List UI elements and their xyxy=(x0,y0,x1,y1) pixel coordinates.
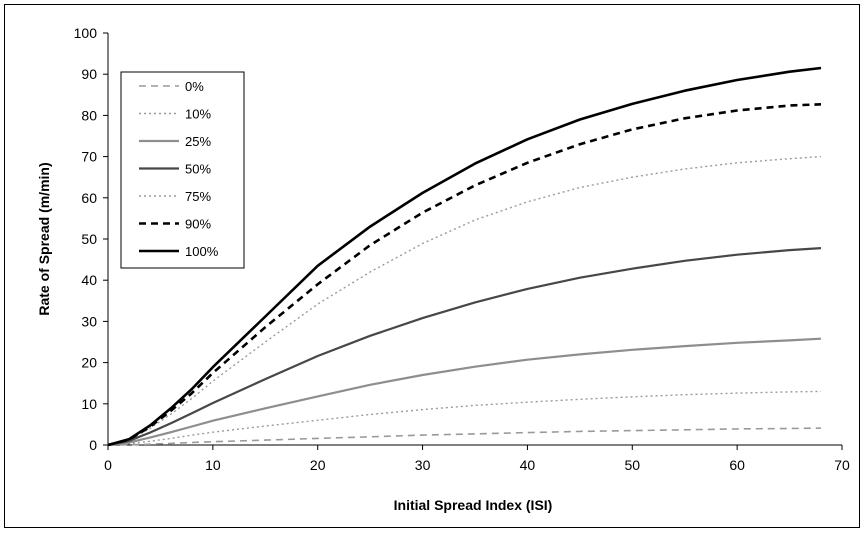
y-axis-title: Rate of Spread (m/min) xyxy=(36,162,52,315)
series-line-25pct xyxy=(107,337,822,447)
series-line-50pct xyxy=(107,247,822,447)
series-line-90pct xyxy=(107,103,822,447)
x-axis-title: Initial Spread Index (ISI) xyxy=(394,497,553,513)
y-tick-label: 30 xyxy=(81,313,97,329)
y-tick-label: 70 xyxy=(81,149,97,165)
y-tick-label: 50 xyxy=(81,231,97,247)
axes: 0 10 20 30 40 50 60 70 80 90 100 0 10 20 30 40 50 60 70 xyxy=(74,25,850,473)
legend-label: 25% xyxy=(185,134,211,149)
legend-label: 0% xyxy=(185,79,204,94)
x-tick-label: 10 xyxy=(205,457,221,473)
legend-label: 90% xyxy=(185,217,211,232)
x-tick-label: 70 xyxy=(834,457,850,473)
x-tick-label: 60 xyxy=(729,457,745,473)
y-tick-label: 100 xyxy=(74,25,98,41)
legend-label: 10% xyxy=(185,107,211,122)
series-line-75pct xyxy=(107,155,822,446)
legend-box xyxy=(120,71,245,269)
series-layer xyxy=(107,66,822,447)
legend-label: 75% xyxy=(185,189,211,204)
series-line-0pct xyxy=(107,427,822,446)
x-tick-label: 0 xyxy=(104,457,112,473)
legend: 0% 10% 25% 50% 75% 90% 100% xyxy=(120,71,245,269)
y-tick-label: 20 xyxy=(81,355,97,371)
y-tick-label: 90 xyxy=(81,66,97,82)
y-tick-label: 80 xyxy=(81,107,97,123)
x-tick-label: 50 xyxy=(624,457,640,473)
legend-label: 100% xyxy=(185,244,219,259)
y-tick-label: 0 xyxy=(89,437,97,453)
y-tick-label: 10 xyxy=(81,396,97,412)
x-tick-label: 40 xyxy=(520,457,536,473)
y-tick-label: 60 xyxy=(81,190,97,206)
x-tick-label: 20 xyxy=(310,457,326,473)
y-tick-label: 40 xyxy=(81,272,97,288)
series-line-100pct xyxy=(107,66,822,447)
x-tick-label: 30 xyxy=(415,457,431,473)
legend-label: 50% xyxy=(185,162,211,177)
series-line-10pct xyxy=(107,390,822,446)
